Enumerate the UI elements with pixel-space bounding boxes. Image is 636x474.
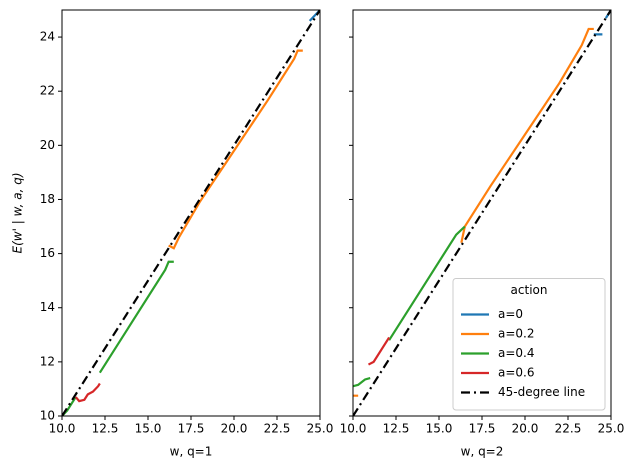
legend-box [452, 278, 606, 411]
y-tick-label: 20 [40, 138, 55, 152]
series-line [353, 225, 466, 388]
series-line [62, 10, 320, 416]
x-tick-label: 17.5 [178, 422, 205, 436]
x-tick-label: 22.5 [264, 422, 291, 436]
y-tick-label: 16 [40, 246, 55, 260]
series-line [74, 382, 101, 403]
y-axis-label: E(w' | w, a, q) [11, 172, 25, 253]
legend-title: action [511, 283, 548, 297]
x-tick-label: 20.0 [221, 422, 248, 436]
y-tick-label: 22 [40, 84, 55, 98]
x-tick-label: 22.5 [555, 422, 582, 436]
axes-frame [352, 9, 612, 417]
legend-label: a=0.2 [498, 327, 535, 341]
legend-label: a=0 [498, 307, 523, 321]
legend-label: a=0.6 [498, 366, 535, 380]
x-axis-label: w, q=2 [461, 445, 504, 459]
plot-area [353, 10, 611, 416]
y-tick-label: 10 [40, 409, 55, 423]
y-tick-label: 14 [40, 300, 55, 314]
y-tick-label: 12 [40, 354, 55, 368]
x-axis-label: w, q=1 [170, 445, 213, 459]
series-line [367, 336, 391, 366]
x-tick-label: 20.0 [512, 422, 539, 436]
legend-label: a=0.4 [498, 346, 535, 360]
x-tick-label: 12.5 [92, 422, 119, 436]
x-tick-label: 10.0 [49, 422, 76, 436]
y-tick-label: 18 [40, 192, 55, 206]
series-line [353, 27, 594, 397]
x-tick-label: 17.5 [469, 422, 496, 436]
series-line [353, 10, 611, 416]
axes-frame [61, 9, 321, 417]
plot-area [62, 10, 320, 416]
x-tick-label: 25.0 [598, 422, 625, 436]
series-line [62, 260, 174, 416]
legend-label: 45-degree line [498, 385, 585, 399]
x-tick-label: 12.5 [383, 422, 410, 436]
series-line [168, 49, 303, 250]
x-tick-label: 15.0 [135, 422, 162, 436]
x-tick-label: 15.0 [426, 422, 453, 436]
y-tick-label: 24 [40, 30, 55, 44]
x-tick-label: 10.0 [340, 422, 367, 436]
x-tick-label: 25.0 [307, 422, 334, 436]
